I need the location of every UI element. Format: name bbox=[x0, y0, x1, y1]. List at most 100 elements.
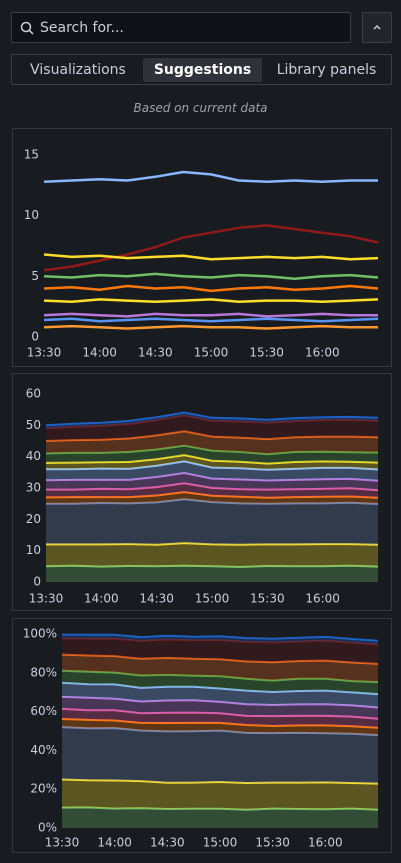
area-edge bbox=[61, 718, 379, 729]
series-line bbox=[43, 317, 379, 323]
stacked-area bbox=[46, 412, 378, 429]
chevron-icon bbox=[373, 24, 381, 30]
panel-card[interactable] bbox=[12, 373, 392, 611]
x-tick-label: 13:30 bbox=[45, 836, 80, 850]
area-edge bbox=[45, 430, 379, 442]
y-tick-label: 40% bbox=[30, 743, 57, 757]
stacked-area bbox=[46, 483, 378, 498]
y-tick-label: 0 bbox=[33, 575, 41, 589]
y-tick-label: 60% bbox=[30, 704, 57, 718]
series-line bbox=[43, 253, 379, 261]
stacked-area bbox=[62, 779, 378, 810]
stacked-area bbox=[62, 727, 378, 784]
y-tick-label: 80% bbox=[30, 665, 57, 679]
x-tick-label: 15:30 bbox=[255, 836, 290, 850]
area-edge bbox=[61, 637, 379, 646]
stacked-area bbox=[46, 543, 378, 567]
area-edge bbox=[46, 498, 379, 505]
tab-bar: Visualizations Suggestions Library panel… bbox=[11, 54, 392, 85]
y-tick-label: 20 bbox=[26, 512, 41, 526]
stacked-area bbox=[46, 492, 378, 504]
series-line bbox=[43, 224, 379, 272]
x-tick-label: 13:30 bbox=[29, 592, 64, 606]
tab-active[interactable]: Suggestions bbox=[143, 58, 262, 82]
area-edge bbox=[61, 707, 379, 720]
stacked-area bbox=[46, 565, 378, 582]
area-edge bbox=[45, 564, 379, 569]
area-edge bbox=[61, 633, 379, 642]
x-tick-label: 14:00 bbox=[97, 836, 132, 850]
x-tick-label: 13:30 bbox=[27, 346, 62, 360]
x-tick-label: 14:30 bbox=[150, 836, 185, 850]
x-tick-label: 15:30 bbox=[249, 346, 284, 360]
stacked-area bbox=[46, 461, 378, 481]
area-edge bbox=[61, 681, 379, 696]
search-box[interactable]: Search for... bbox=[11, 12, 351, 43]
area-edge bbox=[45, 491, 379, 499]
x-tick-label: 16:00 bbox=[305, 592, 340, 606]
area-edge bbox=[61, 653, 379, 665]
y-tick-label: 10 bbox=[24, 208, 39, 222]
tab[interactable]: Library panels bbox=[276, 62, 377, 78]
panel-card[interactable] bbox=[12, 618, 392, 853]
x-tick-label: 16:00 bbox=[305, 346, 340, 360]
area-edge bbox=[46, 482, 379, 492]
stacked-area bbox=[46, 499, 378, 545]
search-icon bbox=[20, 21, 34, 35]
area-edge bbox=[45, 411, 379, 427]
x-tick-label: 15:00 bbox=[194, 346, 229, 360]
area-edge bbox=[45, 471, 379, 482]
area-edge bbox=[61, 726, 379, 737]
panel-card[interactable] bbox=[12, 128, 392, 367]
x-tick-label: 14:00 bbox=[82, 346, 117, 360]
stacked-area bbox=[62, 638, 378, 664]
y-tick-label: 20% bbox=[30, 782, 57, 796]
y-tick-label: 10 bbox=[26, 543, 41, 557]
y-tick-label: 0 bbox=[31, 330, 39, 344]
tab[interactable]: Visualizations bbox=[30, 62, 126, 78]
stacked-area bbox=[46, 455, 378, 470]
y-tick-label: 50 bbox=[26, 418, 41, 432]
series-line bbox=[43, 312, 378, 318]
series-line bbox=[43, 170, 378, 183]
area-edge bbox=[61, 778, 379, 785]
x-tick-label: 14:00 bbox=[84, 592, 119, 606]
stacked-area bbox=[62, 670, 378, 695]
search-placeholder: Search for... bbox=[40, 20, 124, 36]
series-line bbox=[43, 298, 379, 304]
series-line bbox=[43, 272, 379, 281]
stacked-area bbox=[46, 473, 378, 491]
x-tick-label: 15:30 bbox=[250, 592, 285, 606]
y-tick-label: 30 bbox=[26, 481, 41, 495]
x-tick-label: 14:30 bbox=[139, 592, 174, 606]
x-tick-label: 15:00 bbox=[195, 592, 230, 606]
collapse-button[interactable] bbox=[362, 12, 392, 43]
y-tick-label: 15 bbox=[24, 148, 39, 162]
series-line bbox=[43, 284, 379, 293]
stacked-area bbox=[62, 634, 378, 645]
y-tick-label: 60 bbox=[26, 387, 41, 401]
area-edge bbox=[61, 806, 379, 811]
x-tick-label: 14:30 bbox=[138, 346, 173, 360]
area-edge bbox=[61, 669, 379, 684]
series-line bbox=[43, 324, 378, 330]
stacked-area bbox=[46, 431, 378, 455]
y-tick-label: 5 bbox=[31, 269, 39, 283]
area-edge bbox=[45, 414, 379, 430]
area-edge bbox=[45, 454, 379, 465]
area-edge bbox=[46, 542, 379, 546]
suggestion-note: Based on current data bbox=[133, 101, 268, 115]
y-tick-label: 40 bbox=[26, 449, 41, 463]
area-edge bbox=[46, 460, 379, 471]
area-edge bbox=[45, 444, 379, 456]
stacked-area bbox=[46, 445, 378, 464]
stacked-area bbox=[62, 807, 378, 828]
y-tick-label: 0% bbox=[38, 821, 57, 835]
y-tick-label: 100% bbox=[23, 627, 57, 641]
x-tick-label: 15:00 bbox=[203, 836, 238, 850]
x-tick-label: 16:00 bbox=[308, 836, 343, 850]
area-edge bbox=[61, 695, 379, 709]
